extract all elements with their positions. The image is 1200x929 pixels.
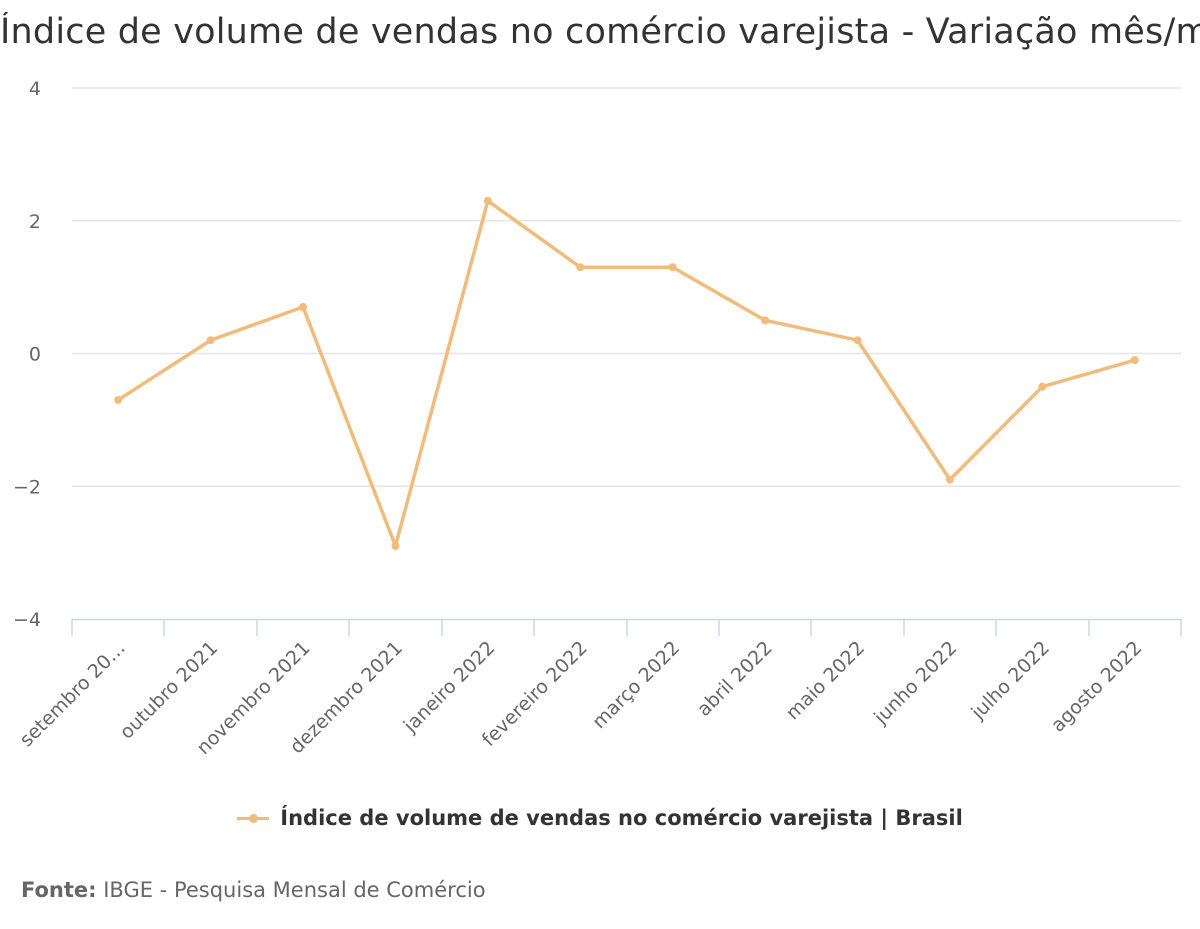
- x-tick-label: abril 2022: [693, 637, 777, 721]
- y-tick-label: 2: [29, 211, 41, 233]
- gridlines: [72, 87, 1181, 487]
- series-line: [116, 199, 1137, 548]
- data-point: [576, 263, 585, 272]
- series-path: [116, 199, 1137, 548]
- x-tick-label: janeiro 2022: [399, 637, 500, 738]
- data-point: [761, 316, 770, 325]
- source-label: Fonte:: [21, 878, 97, 902]
- x-tick-label: julho 2022: [966, 637, 1053, 724]
- data-point: [853, 336, 862, 345]
- x-tick-label: setembro 20…: [16, 637, 130, 751]
- y-tick-label: −4: [13, 609, 41, 631]
- legend[interactable]: Índice de volume de vendas no comércio v…: [0, 806, 1200, 830]
- data-point: [299, 303, 308, 312]
- data-point: [391, 541, 400, 550]
- y-tick-label: 0: [29, 344, 41, 366]
- x-tick-label: maio 2022: [782, 637, 869, 724]
- data-point: [668, 263, 677, 272]
- chart-title-text: Índice de volume de vendas no comércio v…: [0, 12, 1200, 52]
- data-point: [483, 196, 492, 205]
- y-tick-label: −2: [13, 476, 41, 498]
- legend-label: Índice de volume de vendas no comércio v…: [280, 806, 963, 830]
- data-point: [1038, 382, 1047, 391]
- x-tick-label: agosto 2022: [1047, 637, 1146, 736]
- x-tick-label: outubro 2021: [116, 637, 223, 744]
- source-credit: Fonte: IBGE - Pesquisa Mensal de Comérci…: [21, 878, 486, 902]
- x-axis: [71, 618, 1182, 636]
- x-tick-label: março 2022: [588, 637, 684, 733]
- data-point: [945, 475, 954, 484]
- series-points: [114, 196, 1139, 550]
- y-axis-labels: 4 2 0 −2 −4: [13, 78, 41, 631]
- chart-title: Índice de volume de vendas no comércio v…: [0, 12, 1200, 64]
- data-point: [114, 395, 123, 404]
- y-tick-label: 4: [29, 78, 41, 100]
- legend-line-icon: [237, 808, 270, 828]
- source-text: IBGE - Pesquisa Mensal de Comércio: [96, 878, 486, 902]
- data-point: [1130, 356, 1139, 365]
- data-point: [206, 336, 215, 345]
- x-tick-label: junho 2022: [869, 637, 961, 729]
